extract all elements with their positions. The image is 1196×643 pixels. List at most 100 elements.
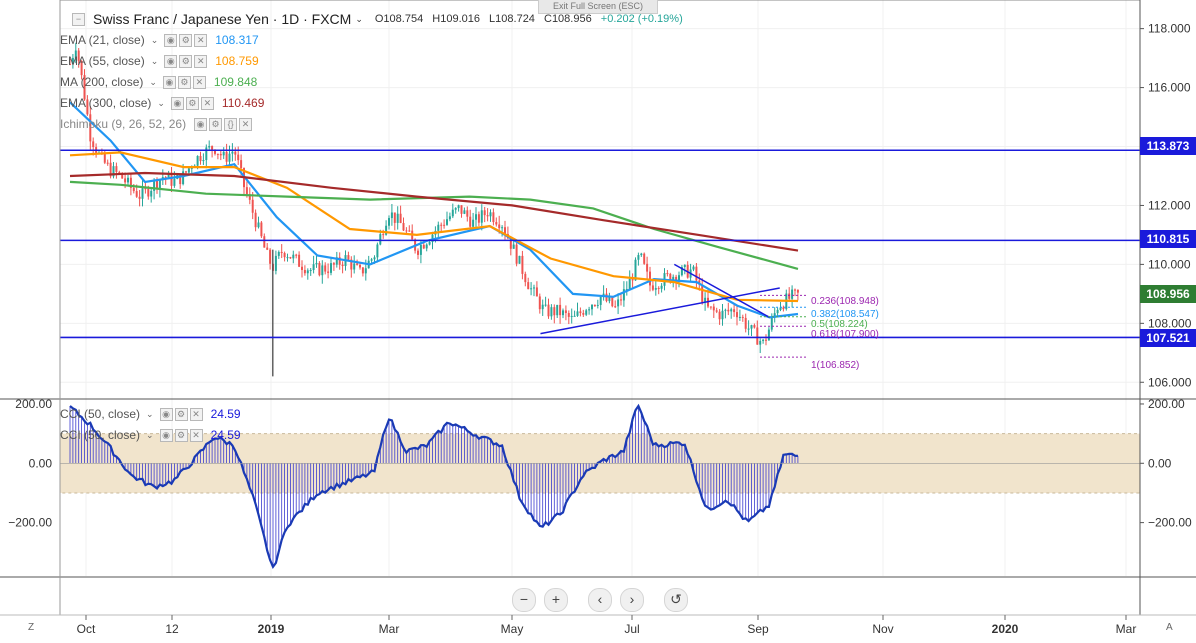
candle-body xyxy=(718,311,721,320)
indicator-ema21[interactable]: EMA (21, close) ⌄ ◉ ⚙ ✕ 108.317 xyxy=(60,31,259,49)
eye-icon[interactable]: ◉ xyxy=(164,33,178,47)
symbol-header: − Swiss Franc / Japanese Yen · 1D · FXCM… xyxy=(72,10,689,28)
candle-body xyxy=(483,210,486,216)
candle-body xyxy=(370,259,373,261)
candle-body xyxy=(759,340,762,345)
gear-icon[interactable]: ⚙ xyxy=(174,407,188,421)
close-icon[interactable]: ✕ xyxy=(194,54,208,68)
chevron-down-icon[interactable]: ⌄ xyxy=(146,408,154,419)
cci-legend-1[interactable]: CCI (50, close) ⌄ ◉ ⚙ ✕ 24.59 xyxy=(60,405,241,423)
candle-body xyxy=(222,151,225,156)
candle-body xyxy=(721,310,724,320)
collapse-icon[interactable]: − xyxy=(72,12,85,26)
indicator-label: EMA (300, close) xyxy=(60,96,152,110)
scroll-left-button[interactable]: ‹ xyxy=(588,588,612,612)
close-icon[interactable]: ✕ xyxy=(200,96,214,110)
close-icon[interactable]: ✕ xyxy=(192,75,206,89)
cci-legend-2[interactable]: CCI (50, close) ⌄ ◉ ⚙ ✕ 24.59 xyxy=(60,426,241,444)
candle-body xyxy=(512,244,515,249)
candle-body xyxy=(509,238,512,249)
corner-label-right[interactable]: A xyxy=(1166,622,1173,633)
gear-icon[interactable]: ⚙ xyxy=(185,96,199,110)
zoom-in-button[interactable]: + xyxy=(544,588,568,612)
eye-icon[interactable]: ◉ xyxy=(164,54,178,68)
candle-body xyxy=(573,315,576,317)
zoom-out-button[interactable]: − xyxy=(512,588,536,612)
candle-body xyxy=(451,209,454,217)
eye-icon[interactable]: ◉ xyxy=(170,96,184,110)
gear-icon[interactable]: ⚙ xyxy=(179,54,193,68)
candle-body xyxy=(338,257,341,265)
chevron-down-icon[interactable]: ⌄ xyxy=(150,34,159,45)
candle-body xyxy=(753,325,756,328)
candle-body xyxy=(135,191,138,197)
candle-body xyxy=(440,224,443,226)
chevron-down-icon[interactable]: ⌄ xyxy=(157,97,165,108)
chevron-down-icon[interactable]: ⌄ xyxy=(149,76,157,87)
indicator-ema55[interactable]: EMA (55, close) ⌄ ◉ ⚙ ✕ 108.759 xyxy=(60,52,259,70)
code-icon[interactable]: {} xyxy=(224,117,238,131)
time-tick-label: Mar xyxy=(1116,622,1137,636)
candle-body xyxy=(390,212,393,219)
candle-body xyxy=(69,63,71,65)
candle-body xyxy=(283,253,286,258)
candle-body xyxy=(263,236,266,248)
close-icon[interactable]: ✕ xyxy=(189,407,203,421)
close-icon[interactable]: ✕ xyxy=(194,33,208,47)
candle-body xyxy=(695,266,698,281)
ohlc-open: O108.754 xyxy=(374,13,424,25)
candle-body xyxy=(477,214,480,223)
candle-body xyxy=(138,196,141,199)
chevron-down-icon[interactable]: ⌄ xyxy=(146,429,154,440)
candle-body xyxy=(254,212,257,228)
close-icon[interactable]: ✕ xyxy=(239,117,253,131)
candle-body xyxy=(248,194,251,200)
ohlc-change: +0.202 (+0.19%) xyxy=(600,13,683,25)
eye-icon[interactable]: ◉ xyxy=(159,428,173,442)
fib-label-05: 0.5(108.224) xyxy=(811,319,868,330)
candle-body xyxy=(187,168,190,173)
indicator-ichimoku[interactable]: Ichimoku (9, 26, 52, 26) ◉ ⚙{} ✕ xyxy=(60,115,254,133)
gear-icon[interactable]: ⚙ xyxy=(177,75,191,89)
exit-full-screen-button[interactable]: Exit Full Screen (ESC) xyxy=(538,0,658,14)
candle-body xyxy=(535,287,538,297)
candle-body xyxy=(762,339,765,341)
candle-body xyxy=(144,188,147,190)
candle-body xyxy=(640,253,643,256)
candle-body xyxy=(289,257,292,259)
candle-body xyxy=(335,257,338,265)
chevron-down-icon[interactable]: ⌄ xyxy=(355,13,363,24)
reset-chart-button[interactable]: ↺ xyxy=(664,588,688,612)
candle-body xyxy=(724,309,727,311)
price-tick-label: 110.000 xyxy=(1148,257,1191,271)
gear-icon[interactable]: ⚙ xyxy=(179,33,193,47)
time-tick-label: 2020 xyxy=(992,622,1019,636)
candle-body xyxy=(683,264,686,267)
candle-body xyxy=(431,234,434,243)
gear-icon[interactable]: ⚙ xyxy=(209,117,223,131)
eye-icon[interactable]: ◉ xyxy=(194,117,208,131)
indicator-ma200[interactable]: MA (200, close) ⌄ ◉ ⚙ ✕ 109.848 xyxy=(60,73,257,91)
candle-body xyxy=(141,188,144,199)
corner-label-left[interactable]: Z xyxy=(28,622,35,633)
candle-body xyxy=(347,255,350,260)
candle-body xyxy=(112,166,115,177)
candle-body xyxy=(498,224,501,229)
moving-average-lines xyxy=(69,101,799,319)
eye-icon[interactable]: ◉ xyxy=(162,75,176,89)
gear-icon[interactable]: ⚙ xyxy=(174,428,188,442)
scroll-right-button[interactable]: › xyxy=(620,588,644,612)
cci-series xyxy=(60,403,1140,569)
indicator-ema300[interactable]: EMA (300, close) ⌄ ◉ ⚙ ✕ 110.469 xyxy=(60,94,264,112)
candle-body xyxy=(730,309,733,312)
time-tick-label: Mar xyxy=(379,622,400,636)
indicator-value: 108.759 xyxy=(215,54,259,68)
symbol-title[interactable]: Swiss Franc / Japanese Yen · 1D · FXCM xyxy=(93,11,352,27)
candle-body xyxy=(448,216,451,220)
candle-body xyxy=(77,50,80,61)
chevron-down-icon[interactable]: ⌄ xyxy=(150,55,159,66)
close-icon[interactable]: ✕ xyxy=(189,428,203,442)
eye-icon[interactable]: ◉ xyxy=(159,407,173,421)
time-tick-label: 2019 xyxy=(258,622,285,636)
